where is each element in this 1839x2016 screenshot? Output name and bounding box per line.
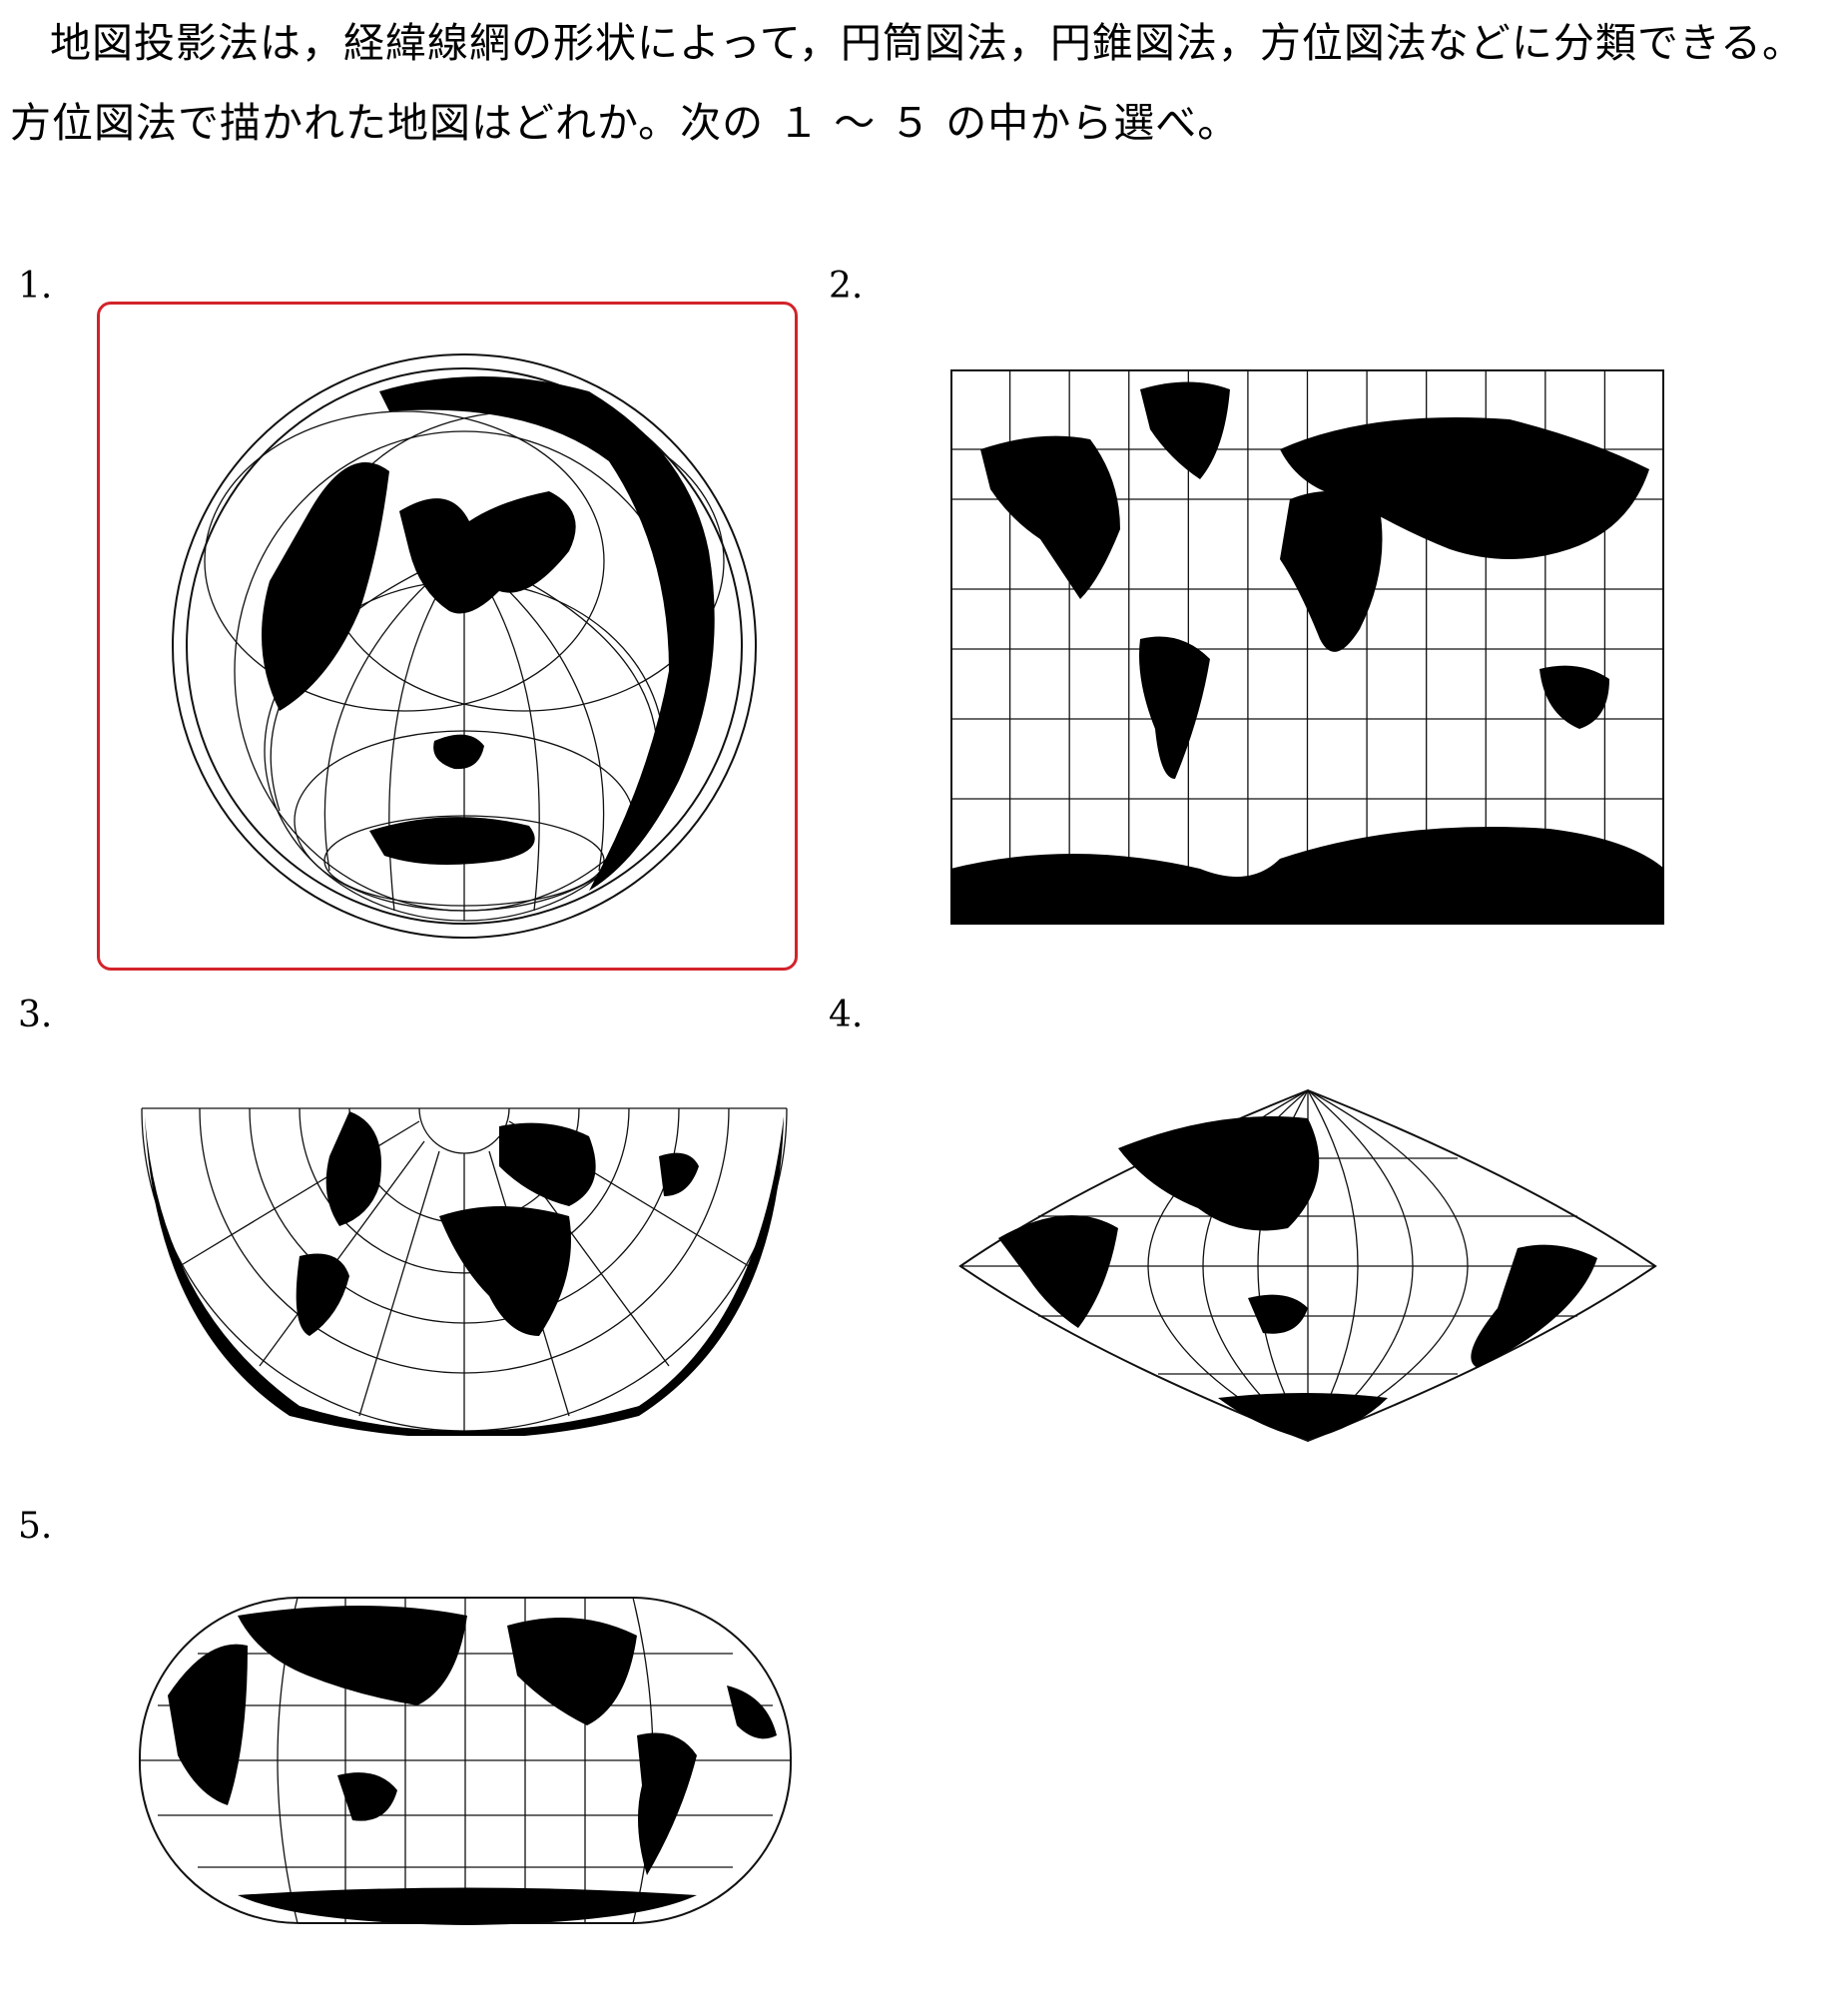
option-1-selection-box xyxy=(97,302,798,971)
option-4-map-sinusoidal[interactable] xyxy=(958,1088,1657,1443)
question-line-2: 方位図法で描かれた地図はどれか。次の １ ～ ５ の中から選べ。 xyxy=(10,99,1240,147)
option-2-number: 2. xyxy=(829,266,864,307)
option-1-map-azimuthal[interactable] xyxy=(170,351,759,941)
option-3-map-conic[interactable] xyxy=(140,1106,789,1436)
option-1-number: 1. xyxy=(18,266,53,307)
option-2-map-cylindrical[interactable] xyxy=(950,369,1664,925)
question-line-1: 地図投影法は，経緯線網の形状によって，円筒図法，円錐図法，方位図法などに分類でき… xyxy=(50,19,1805,67)
option-3-number: 3. xyxy=(18,995,53,1035)
option-4-number: 4. xyxy=(829,995,864,1035)
option-5-map-pseudocylindrical[interactable] xyxy=(138,1596,793,1925)
option-5-number: 5. xyxy=(18,1506,53,1547)
